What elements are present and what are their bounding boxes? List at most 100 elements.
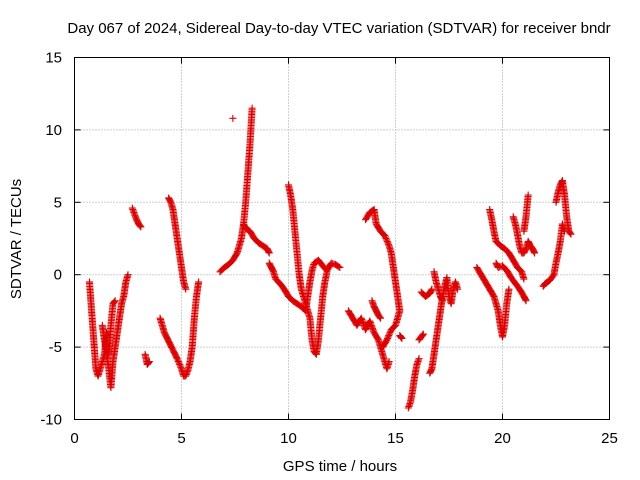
chart-title: Day 067 of 2024, Sidereal Day-to-day VTE… — [67, 20, 610, 37]
data-point — [145, 359, 153, 367]
data-point — [383, 236, 391, 244]
series-arc-25 — [520, 191, 532, 235]
data-point — [195, 278, 203, 286]
data-point — [377, 314, 385, 322]
data-point — [419, 331, 427, 339]
data-point — [428, 285, 436, 293]
series-arc-12 — [344, 307, 393, 373]
series-arc-11 — [285, 181, 331, 358]
data-point — [323, 268, 331, 276]
series-arc-15 — [396, 332, 406, 342]
data-point — [176, 362, 184, 370]
y-tick-label: 5 — [54, 194, 62, 211]
data-point — [522, 297, 530, 305]
data-point — [381, 232, 389, 240]
series-arc-14 — [368, 297, 385, 322]
data-point — [385, 332, 393, 340]
data-point — [336, 263, 344, 271]
series-arc-24 — [509, 213, 539, 257]
series-arc-21 — [473, 263, 513, 341]
data-point — [439, 297, 447, 305]
data-points — [85, 104, 575, 412]
data-point — [387, 327, 395, 335]
data-point — [182, 285, 190, 293]
data-point — [384, 239, 392, 247]
series-arc-26 — [539, 220, 569, 290]
y-tick-labels: -10 -5 0 5 10 15 — [40, 50, 62, 429]
data-point — [175, 359, 183, 367]
data-point — [520, 275, 528, 283]
plot-frame — [74, 57, 610, 420]
series-arc-02 — [98, 271, 132, 392]
data-point — [524, 191, 532, 199]
series-arc-08 — [229, 114, 237, 122]
y-axis-label: SDTVAR / TECUs — [8, 179, 25, 299]
data-point — [229, 114, 237, 122]
data-point — [265, 249, 273, 257]
series-arc-20 — [430, 268, 447, 305]
data-point — [567, 230, 575, 238]
data-point — [176, 360, 184, 368]
data-point — [376, 313, 384, 321]
x-tick-labels: 0 5 10 15 20 25 — [70, 430, 618, 447]
data-point — [419, 330, 427, 338]
x-tick-label: 25 — [601, 430, 618, 447]
x-axis-label: GPS time / hours — [283, 458, 397, 475]
data-point — [384, 240, 392, 248]
series-arc-06 — [165, 194, 190, 293]
data-point — [454, 285, 462, 293]
x-tick-label: 5 — [177, 430, 185, 447]
series-arc-05 — [156, 278, 203, 380]
data-point — [124, 271, 132, 279]
series-arc-17 — [415, 330, 427, 344]
y-tick-label: 10 — [45, 122, 62, 139]
series-arc-04 — [141, 350, 153, 368]
data-point — [397, 333, 405, 341]
grid — [74, 57, 610, 420]
data-point — [385, 330, 393, 338]
y-tick-label: -10 — [40, 412, 62, 429]
data-point — [335, 263, 343, 271]
data-point — [381, 233, 389, 241]
series-arc-27 — [552, 177, 575, 238]
series-arc-03 — [128, 204, 145, 231]
data-point — [385, 358, 393, 366]
series-arc-13 — [362, 206, 404, 351]
series-arc-18 — [417, 285, 436, 300]
data-point — [136, 222, 144, 230]
data-point — [174, 356, 182, 364]
data-point — [110, 298, 118, 306]
series-arc-09 — [240, 220, 273, 257]
series-arc-19 — [426, 274, 462, 377]
data-point — [566, 229, 574, 237]
x-tick-label: 20 — [494, 430, 511, 447]
x-tick-label: 15 — [387, 430, 404, 447]
series-arc-22 — [486, 206, 528, 283]
data-point — [177, 363, 185, 371]
data-point — [379, 343, 387, 351]
data-point — [382, 235, 390, 242]
series-arc-16 — [404, 355, 423, 412]
data-point — [174, 358, 182, 366]
y-tick-label: -5 — [49, 339, 62, 356]
data-point — [173, 355, 181, 363]
y-tick-label: 0 — [54, 267, 62, 284]
data-point — [384, 333, 392, 341]
data-point — [531, 249, 539, 257]
data-point — [137, 223, 145, 231]
data-point — [505, 285, 513, 293]
axis-ticks — [74, 57, 610, 420]
data-point — [248, 104, 256, 112]
series-arc-23 — [492, 259, 530, 305]
data-point — [387, 326, 395, 334]
data-point — [383, 237, 391, 245]
x-tick-label: 0 — [70, 430, 78, 447]
data-point — [386, 329, 394, 337]
data-point — [398, 334, 406, 342]
y-tick-label: 15 — [45, 50, 62, 67]
data-point — [415, 355, 423, 363]
data-point — [111, 297, 119, 305]
series-arc-10 — [265, 256, 344, 315]
data-point — [379, 342, 387, 350]
